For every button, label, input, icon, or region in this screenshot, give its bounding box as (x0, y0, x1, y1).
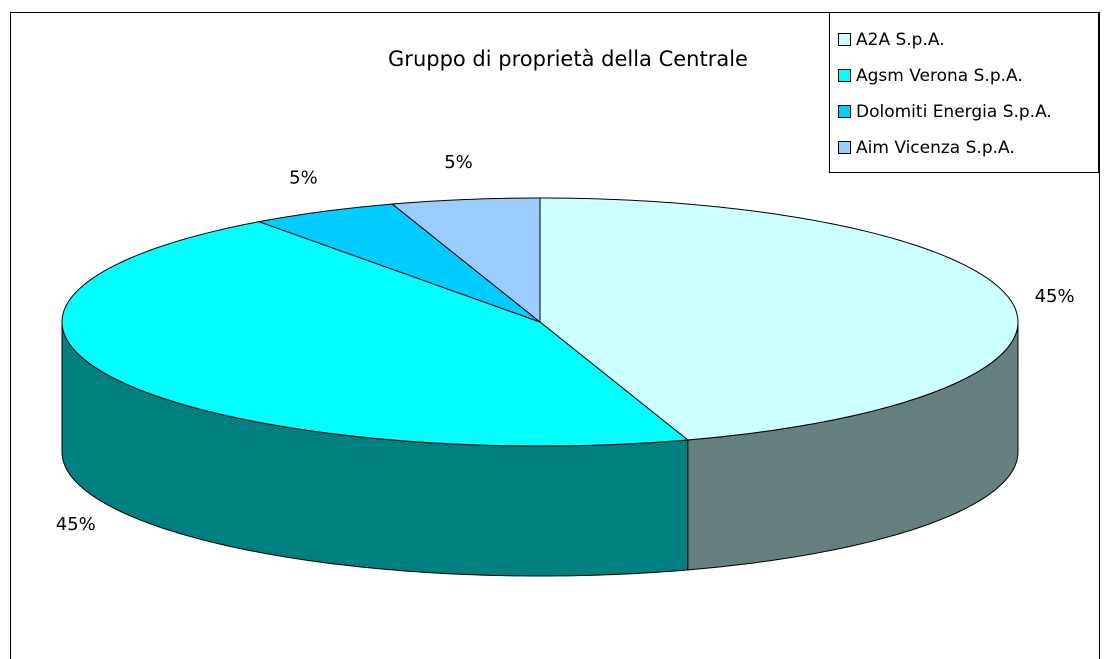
pie-slice (257, 203, 541, 323)
legend-swatch (838, 141, 851, 154)
legend: A2A S.p.A. Agsm Verona S.p.A. Dolomiti Ene… (838, 30, 1052, 158)
legend-label: Aim Vicenza S.p.A. (856, 138, 1015, 158)
legend-swatch (838, 33, 851, 46)
legend-label: Dolomiti Energia S.p.A. (856, 102, 1052, 122)
legend-label: A2A S.p.A. (856, 30, 945, 50)
pie: 45% 45% 5% 5% (56, 152, 1075, 577)
pie-slice (61, 221, 690, 447)
legend-swatch (838, 105, 851, 118)
legend-box (829, 12, 1099, 173)
pie-slice (539, 197, 1019, 441)
chart-title: Gruppo di proprietà della Centrale (388, 47, 748, 71)
chart-border (10, 12, 1100, 659)
data-label: 45% (56, 514, 96, 535)
legend-swatch (838, 69, 851, 82)
data-label: 5% (289, 167, 318, 188)
legend-label: Agsm Verona S.p.A. (856, 66, 1023, 86)
data-label: 5% (444, 152, 473, 173)
pie-slice (390, 197, 541, 324)
data-label: 45% (1035, 286, 1075, 307)
